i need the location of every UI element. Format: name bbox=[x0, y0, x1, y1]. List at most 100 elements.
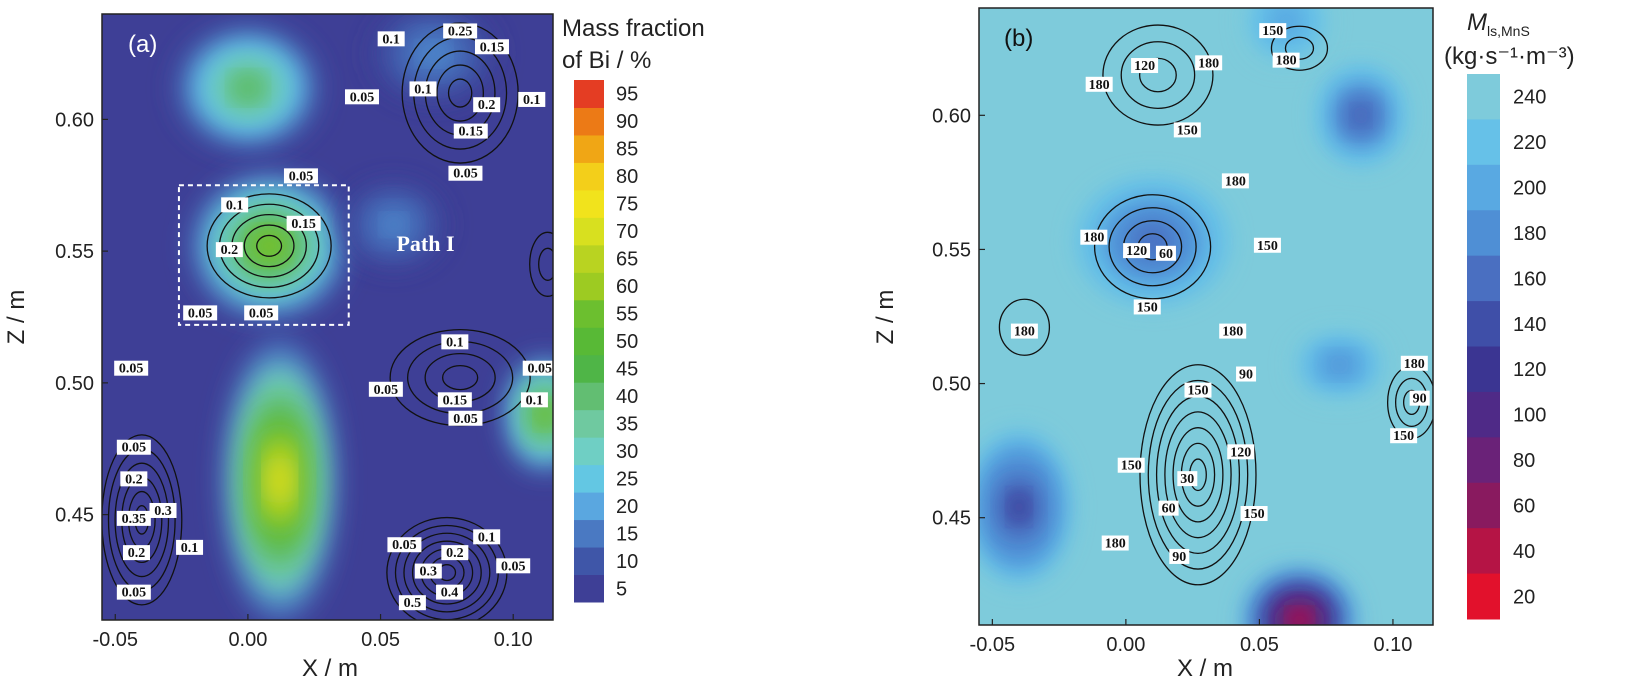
contour-label-bg bbox=[1227, 444, 1255, 460]
colorbar-a-swatch bbox=[574, 80, 604, 108]
panel-a-frame bbox=[101, 13, 554, 621]
panel-b-label: (b) bbox=[1004, 25, 1033, 52]
contour-label: 0.15 bbox=[291, 217, 316, 232]
contour-label-bg bbox=[1080, 229, 1108, 245]
contour-label: 0.15 bbox=[459, 125, 484, 140]
contour-label: 90 bbox=[1172, 550, 1186, 565]
contour-label-bg bbox=[443, 23, 478, 39]
contour-label-bg bbox=[473, 529, 501, 545]
panel-a-yticks: 0.45 0.50 0.55 0.60 bbox=[55, 109, 108, 527]
colorbar-a-swatch bbox=[574, 107, 604, 136]
contour-line bbox=[114, 462, 170, 578]
colorbar-b-swatch bbox=[1467, 164, 1500, 211]
contour-label-bg bbox=[1085, 76, 1113, 92]
colorbar-a-label: 30 bbox=[616, 441, 638, 463]
contour-line bbox=[243, 224, 295, 268]
contour-label-bg bbox=[437, 392, 472, 408]
contour-label-bg bbox=[1253, 237, 1281, 253]
contour-label: 180 bbox=[1198, 56, 1219, 71]
contour-line bbox=[206, 193, 332, 299]
colorbar-a-swatch bbox=[574, 354, 604, 383]
colorbar-b-symbol: M bbox=[1467, 9, 1487, 36]
contour-label-bg bbox=[1173, 122, 1201, 138]
colorbar-b-swatch bbox=[1467, 255, 1500, 302]
contour-label: 90 bbox=[1413, 392, 1427, 407]
contour-label: 0.05 bbox=[453, 412, 478, 427]
colorbar-b-swatch bbox=[1467, 119, 1500, 166]
colorbar-a-swatch bbox=[574, 547, 604, 576]
contour-label: 0.05 bbox=[392, 538, 417, 553]
contour-line bbox=[1147, 379, 1249, 570]
contour-label: 0.05 bbox=[453, 167, 478, 182]
contour-label-bg bbox=[448, 165, 483, 181]
colorbar-a-label: 5 bbox=[616, 578, 627, 600]
x-tick-label: 0.10 bbox=[1373, 634, 1412, 656]
colorbar-a-label: 20 bbox=[616, 496, 638, 518]
contour-label-bg bbox=[414, 563, 442, 579]
colorbar-a-label: 75 bbox=[616, 194, 638, 216]
y-tick-label: 0.50 bbox=[55, 373, 94, 395]
colorbar-b-swatch bbox=[1467, 346, 1500, 393]
panel-a-xticks: -0.05 0.00 0.05 0.10 bbox=[92, 614, 533, 651]
colorbar-a-label: 25 bbox=[616, 468, 638, 490]
colorbar-b-label: 120 bbox=[1513, 359, 1546, 381]
y-tick-label: 0.45 bbox=[55, 505, 94, 527]
contour-label: 0.2 bbox=[128, 546, 146, 561]
contour-label-bg bbox=[473, 97, 501, 113]
contour-label-bg bbox=[1240, 506, 1268, 522]
colorbar-a-label: 35 bbox=[616, 413, 638, 435]
contour-label-bg bbox=[1123, 243, 1151, 259]
colorbar-a-title-line1: Mass fraction bbox=[562, 15, 705, 42]
colorbar-b-swatch bbox=[1467, 391, 1500, 438]
colorbar-b-label: 200 bbox=[1513, 178, 1546, 200]
y-tick-label: 0.60 bbox=[55, 109, 94, 131]
panel-a-contour-labels: 0.1 0.25 0.15 0.05 0.1 0.2 0.15 0.1 0.05 0.05 0.1 0… bbox=[114, 23, 553, 611]
contour-label-bg bbox=[1158, 500, 1179, 516]
colorbar-b-swatch bbox=[1467, 573, 1500, 620]
contour-label-bg bbox=[215, 242, 243, 258]
colorbar-a-swatch bbox=[574, 409, 604, 438]
contour-label: 0.1 bbox=[478, 530, 496, 545]
colorbar-b-swatch bbox=[1467, 437, 1500, 484]
contour-label: 0.3 bbox=[420, 565, 438, 580]
contour-label: 120 bbox=[1126, 244, 1147, 259]
contour-label-bg bbox=[448, 410, 483, 426]
contour-label-bg bbox=[120, 471, 148, 487]
colorbar-a-swatch bbox=[574, 134, 604, 163]
colorbar-b-label: 80 bbox=[1513, 450, 1535, 472]
colorbar-a-label: 65 bbox=[616, 249, 638, 271]
contour-label: 180 bbox=[1089, 78, 1110, 93]
x-tick-label: 0.10 bbox=[494, 629, 533, 651]
colorbar-a-swatch bbox=[574, 519, 604, 548]
colorbar-b-label: 60 bbox=[1513, 495, 1535, 517]
contour-label-bg bbox=[1010, 323, 1038, 339]
contour-label-bg bbox=[1101, 535, 1129, 551]
contour-label: 0.1 bbox=[446, 335, 464, 350]
panel-b-yticks: 0.45 0.50 0.55 0.60 bbox=[932, 105, 985, 530]
contour-line bbox=[1120, 41, 1196, 110]
contour-label: 0.1 bbox=[414, 82, 432, 97]
contour-label: 180 bbox=[1404, 357, 1425, 372]
contour-line bbox=[1139, 364, 1257, 586]
coldspot-band bbox=[1011, 496, 1027, 518]
contour-label: 180 bbox=[1222, 325, 1243, 340]
contour-label-bg bbox=[377, 31, 405, 47]
contour-label: 30 bbox=[1180, 472, 1194, 487]
contour-label: 0.2 bbox=[478, 98, 496, 113]
colorbar-b-title-line2: (kg·s⁻¹·m⁻³) bbox=[1444, 43, 1575, 70]
contour-label-bg bbox=[244, 305, 279, 321]
contour-label: 0.15 bbox=[443, 393, 468, 408]
contour-label: 0.05 bbox=[122, 441, 147, 456]
colorbar-a-label: 15 bbox=[616, 523, 638, 545]
contour-label-bg bbox=[474, 39, 509, 55]
contour-label-bg bbox=[453, 123, 488, 139]
panel-a-label: (a) bbox=[128, 31, 157, 58]
contour-label-bg bbox=[409, 81, 437, 97]
contour-line bbox=[1093, 194, 1212, 300]
contour-line bbox=[529, 231, 553, 297]
colorbar-a-swatch bbox=[574, 162, 604, 191]
contour-label: 0.05 bbox=[527, 362, 552, 377]
contour-label-bg bbox=[286, 215, 321, 231]
contour-label: 0.5 bbox=[404, 596, 422, 611]
contour-label: 0.1 bbox=[526, 393, 544, 408]
